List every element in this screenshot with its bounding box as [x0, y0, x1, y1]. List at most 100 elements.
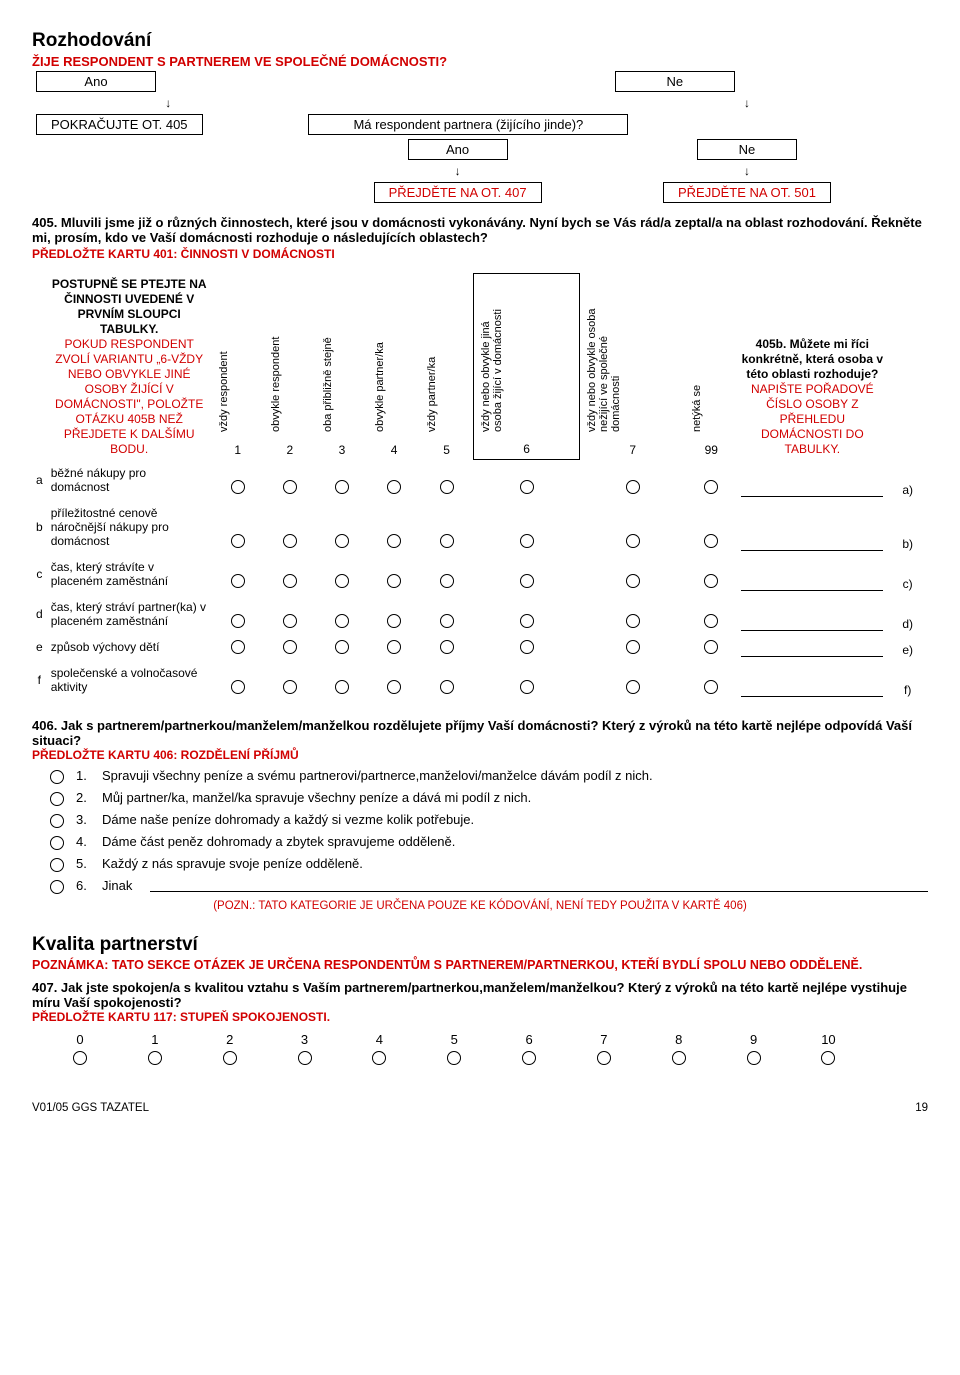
radio-option[interactable] [50, 792, 64, 806]
opt-num: 6. [76, 878, 90, 893]
radio-option[interactable] [231, 614, 245, 628]
row-right-letter: b) [887, 500, 928, 554]
radio-option[interactable] [520, 574, 534, 588]
radio-option[interactable] [626, 480, 640, 494]
radio-option[interactable] [704, 534, 718, 548]
row-right-letter: f) [887, 660, 928, 700]
table-row: c čas, který strávíte v placeném zaměstn… [32, 554, 928, 594]
row-text: způsob výchovy dětí [47, 634, 212, 660]
write-in-line[interactable] [741, 535, 883, 551]
q406-option[interactable]: 3. Dáme naše peníze dohromady a každý si… [50, 812, 928, 828]
radio-option[interactable] [283, 480, 297, 494]
kvalita-note: POZNÁMKA: TATO SEKCE OTÁZEK JE URČENA RE… [32, 958, 928, 972]
radio-option[interactable] [298, 1051, 312, 1065]
radio-option[interactable] [283, 680, 297, 694]
radio-option[interactable] [440, 480, 454, 494]
scale-num: 6 [509, 1032, 549, 1047]
radio-option[interactable] [520, 480, 534, 494]
radio-option[interactable] [440, 614, 454, 628]
q406-note: (POZN.: TATO KATEGORIE JE URČENA POUZE K… [32, 900, 928, 912]
radio-option[interactable] [387, 680, 401, 694]
radio-option[interactable] [626, 680, 640, 694]
radio-option[interactable] [50, 836, 64, 850]
row-right-letter: a) [887, 460, 928, 500]
radio-option[interactable] [148, 1051, 162, 1065]
write-in-line[interactable] [150, 878, 928, 892]
row-right-letter: c) [887, 554, 928, 594]
radio-option[interactable] [283, 534, 297, 548]
radio-option[interactable] [231, 534, 245, 548]
radio-option[interactable] [231, 480, 245, 494]
radio-option[interactable] [520, 534, 534, 548]
radio-option[interactable] [440, 680, 454, 694]
write-in-line[interactable] [741, 481, 883, 497]
radio-option[interactable] [335, 534, 349, 548]
col-num: 6 [473, 435, 579, 459]
q406-option[interactable]: 2. Můj partner/ka, manžel/ka spravuje vš… [50, 790, 928, 806]
radio-option[interactable] [447, 1051, 461, 1065]
q406-option[interactable]: 1. Spravuji všechny peníze a svému partn… [50, 768, 928, 784]
arrow-icon: ↓ [611, 94, 883, 112]
radio-option[interactable] [522, 1051, 536, 1065]
radio-option[interactable] [440, 574, 454, 588]
radio-option[interactable] [520, 680, 534, 694]
radio-option[interactable] [73, 1051, 87, 1065]
radio-option[interactable] [283, 640, 297, 654]
radio-option[interactable] [440, 640, 454, 654]
radio-option[interactable] [387, 614, 401, 628]
radio-option[interactable] [231, 574, 245, 588]
radio-option[interactable] [231, 680, 245, 694]
col-label: obvykle partner/ka [372, 302, 388, 432]
radio-option[interactable] [50, 858, 64, 872]
radio-option[interactable] [387, 534, 401, 548]
radio-option[interactable] [747, 1051, 761, 1065]
radio-option[interactable] [520, 640, 534, 654]
radio-option[interactable] [821, 1051, 835, 1065]
radio-option[interactable] [704, 680, 718, 694]
radio-option[interactable] [335, 574, 349, 588]
radio-option[interactable] [704, 480, 718, 494]
radio-option[interactable] [626, 640, 640, 654]
radio-option[interactable] [335, 680, 349, 694]
radio-option[interactable] [223, 1051, 237, 1065]
radio-option[interactable] [440, 534, 454, 548]
write-in-line[interactable] [741, 681, 883, 697]
radio-option[interactable] [704, 614, 718, 628]
radio-option[interactable] [283, 614, 297, 628]
radio-option[interactable] [335, 480, 349, 494]
q406-option[interactable]: 6. Jinak [50, 878, 928, 894]
write-in-line[interactable] [741, 575, 883, 591]
write-in-line[interactable] [741, 615, 883, 631]
radio-option[interactable] [626, 614, 640, 628]
radio-option[interactable] [626, 534, 640, 548]
radio-option[interactable] [387, 640, 401, 654]
q407-scale: 0 1 2 3 4 5 6 7 8 9 10 [60, 1032, 848, 1068]
radio-option[interactable] [387, 574, 401, 588]
radio-option[interactable] [335, 614, 349, 628]
scale-num: 0 [60, 1032, 100, 1047]
page-footer: V01/05 GGS TAZATEL 19 [32, 1102, 928, 1114]
q406-option[interactable]: 5. Každý z nás spravuje svoje peníze odd… [50, 856, 928, 872]
radio-option[interactable] [335, 640, 349, 654]
write-in-line[interactable] [741, 641, 883, 657]
q406-option[interactable]: 4. Dáme část peněz dohromady a zbytek sp… [50, 834, 928, 850]
radio-option[interactable] [50, 814, 64, 828]
right-note-red: NAPIŠTE POŘADOVÉ ČÍSLO OSOBY Z PŘEHLEDU … [751, 382, 874, 456]
radio-option[interactable] [372, 1051, 386, 1065]
radio-option[interactable] [704, 640, 718, 654]
scale-num: 7 [584, 1032, 624, 1047]
radio-option[interactable] [283, 574, 297, 588]
radio-option[interactable] [672, 1051, 686, 1065]
arrow-icon: ↓ [32, 94, 304, 112]
radio-option[interactable] [626, 574, 640, 588]
radio-option[interactable] [50, 770, 64, 784]
radio-option[interactable] [520, 614, 534, 628]
section-rozhodovani-title: Rozhodování [32, 30, 928, 52]
radio-option[interactable] [387, 480, 401, 494]
table-row: b příležitostné cenově náročnější nákupy… [32, 500, 928, 554]
radio-option[interactable] [231, 640, 245, 654]
opt-text: Spravuji všechny peníze a svému partnero… [102, 768, 653, 783]
radio-option[interactable] [597, 1051, 611, 1065]
radio-option[interactable] [50, 880, 64, 894]
radio-option[interactable] [704, 574, 718, 588]
